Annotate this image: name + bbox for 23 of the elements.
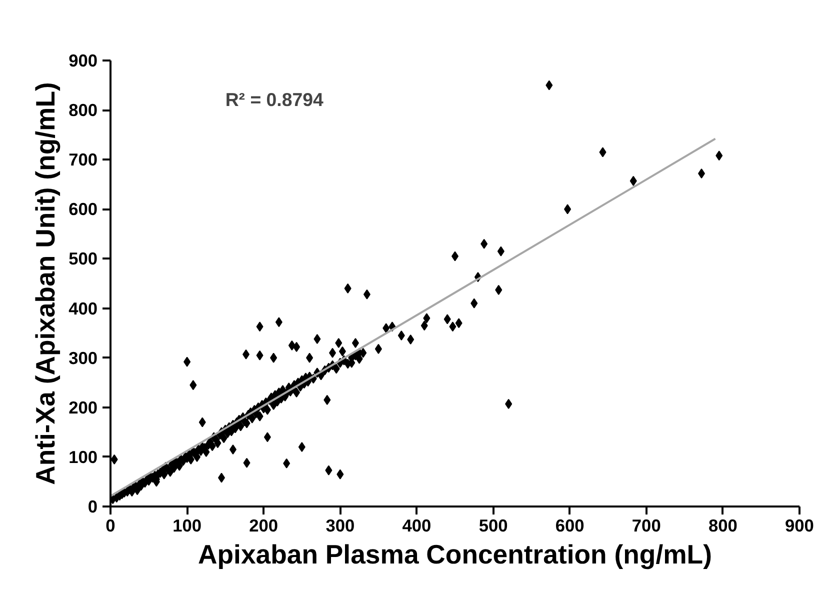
x-tick-label: 100: [172, 516, 202, 536]
x-tick-label: 800: [708, 516, 738, 536]
y-tick-label: 200: [68, 397, 98, 418]
x-tick-label: 200: [249, 516, 278, 536]
y-tick-label: 500: [68, 248, 98, 269]
x-tick-label: 600: [555, 516, 584, 536]
y-tick-label: 100: [68, 446, 98, 467]
x-tick-label: 500: [478, 516, 508, 536]
x-tick-label: 700: [632, 516, 661, 536]
y-axis-title: Anti-Xa (Apixaban Unit) (ng/mL): [30, 82, 61, 485]
y-tick-label: 900: [68, 50, 98, 70]
y-tick-label: 300: [68, 348, 98, 368]
annotation: R² = 0.8794: [225, 89, 324, 110]
x-tick-label: 0: [106, 516, 116, 536]
x-tick-label: 300: [326, 516, 355, 536]
x-tick-label: 400: [402, 516, 432, 536]
y-tick-label: 700: [68, 150, 98, 170]
x-tick-label: 900: [785, 516, 814, 536]
x-axis-title: Apixaban Plasma Concentration (ng/mL): [198, 540, 712, 570]
y-tick-label: 800: [68, 100, 98, 120]
y-tick-label: 0: [88, 496, 98, 516]
y-tick-label: 600: [68, 199, 98, 220]
y-tick-label: 400: [68, 298, 98, 318]
